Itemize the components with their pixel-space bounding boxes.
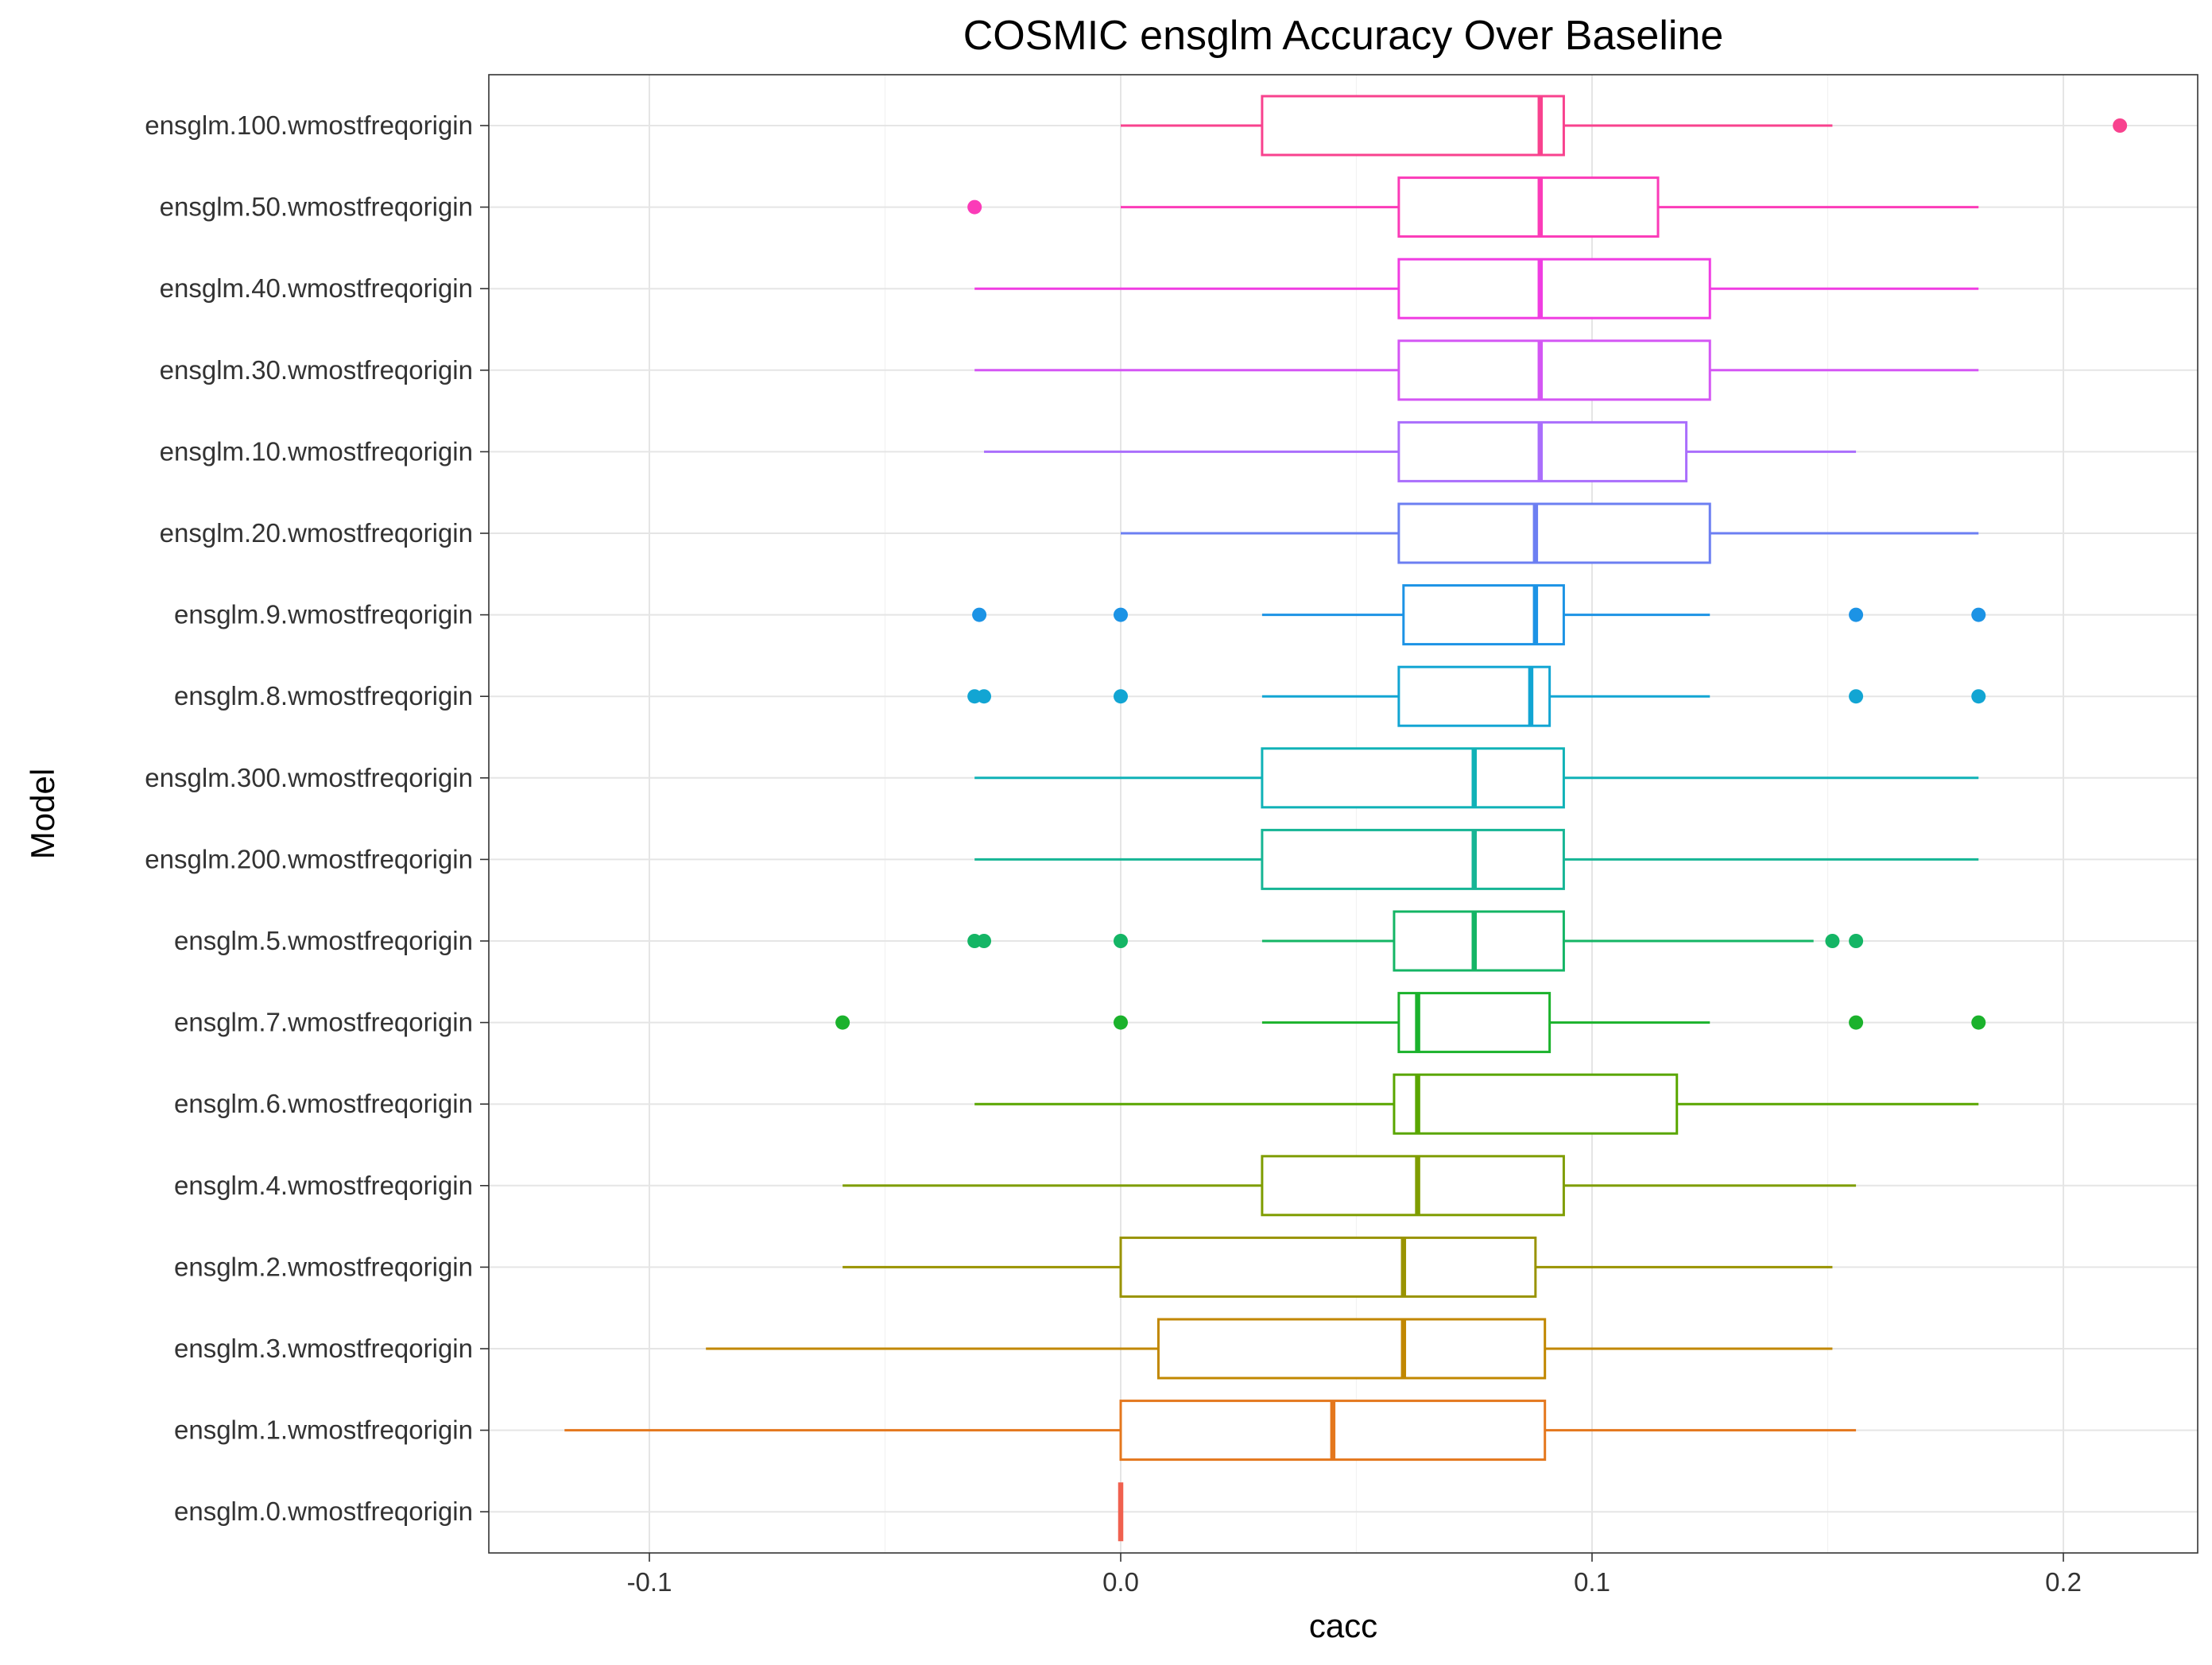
y-axis: ensglm.100.wmostfreqorigin ensglm.50.wmos… — [145, 110, 489, 1526]
box-ensglm.2.wmostfreqorigin — [843, 1236, 1833, 1298]
y-tick-label: ensglm.3.wmostfreqorigin — [174, 1334, 473, 1363]
y-tick-label: ensglm.6.wmostfreqorigin — [174, 1089, 473, 1118]
box-ensglm.40.wmostfreqorigin — [974, 257, 1979, 319]
outlier-point — [1971, 689, 1986, 704]
x-axis: -0.1 0.0 0.1 0.2 — [627, 1553, 2082, 1597]
outlier-point — [1971, 1015, 1986, 1030]
box-ensglm.200.wmostfreqorigin — [974, 828, 1979, 890]
iqr-box — [1397, 257, 1711, 319]
y-tick-label: ensglm.10.wmostfreqorigin — [160, 436, 473, 466]
outlier-point — [2113, 118, 2128, 133]
iqr-box — [1393, 910, 1565, 972]
iqr-box — [1397, 665, 1551, 727]
outlier-point — [1114, 934, 1128, 948]
outlier-point — [1114, 689, 1128, 704]
x-axis-title: cacc — [1309, 1607, 1377, 1644]
iqr-box — [1397, 502, 1711, 564]
outlier-point — [972, 607, 987, 622]
box-ensglm.20.wmostfreqorigin — [1121, 502, 1979, 564]
outlier-point — [977, 689, 992, 704]
y-tick-label: ensglm.50.wmostfreqorigin — [160, 192, 473, 222]
plot-panel-border — [488, 74, 2198, 1554]
outlier-point — [967, 199, 982, 215]
y-tick-label: ensglm.20.wmostfreqorigin — [160, 518, 473, 548]
outlier-point — [1849, 934, 1864, 948]
iqr-box — [1397, 992, 1551, 1054]
outlier-point — [1114, 607, 1128, 622]
x-tick-label: -0.1 — [627, 1567, 672, 1597]
iqr-box — [1397, 339, 1711, 401]
y-tick-label: ensglm.40.wmostfreqorigin — [160, 273, 473, 303]
outlier-point — [1825, 934, 1840, 948]
box-ensglm.50.wmostfreqorigin — [967, 176, 1979, 238]
outlier-point — [977, 934, 992, 948]
box-ensglm.5.wmostfreqorigin — [967, 910, 1864, 972]
box-ensglm.30.wmostfreqorigin — [974, 339, 1979, 401]
box-ensglm.3.wmostfreqorigin — [706, 1318, 1833, 1380]
x-tick-label: 0.0 — [1102, 1567, 1139, 1597]
iqr-box — [1156, 1318, 1547, 1380]
iqr-box — [1261, 95, 1565, 157]
y-tick-label: ensglm.30.wmostfreqorigin — [160, 355, 473, 385]
box-ensglm.8.wmostfreqorigin — [967, 665, 1986, 727]
y-tick-label: ensglm.5.wmostfreqorigin — [174, 926, 473, 955]
box-ensglm.100.wmostfreqorigin — [1121, 95, 2128, 157]
chart-title: COSMIC ensglm Accuracy Over Baseline — [963, 13, 1724, 59]
box-ensglm.300.wmostfreqorigin — [974, 747, 1979, 809]
y-tick-label: ensglm.2.wmostfreqorigin — [174, 1252, 473, 1281]
outlier-point — [1971, 607, 1986, 622]
outlier-point — [835, 1015, 850, 1030]
iqr-box — [1261, 1155, 1565, 1217]
box-ensglm.1.wmostfreqorigin — [564, 1400, 1857, 1462]
y-tick-label: ensglm.1.wmostfreqorigin — [174, 1415, 473, 1445]
box-ensglm.9.wmostfreqorigin — [972, 584, 1986, 646]
iqr-box — [1402, 584, 1565, 646]
iqr-box — [1393, 1073, 1679, 1135]
iqr-box — [1397, 176, 1660, 238]
x-tick-label: 0.1 — [1574, 1567, 1610, 1597]
outlier-point — [1114, 1015, 1128, 1030]
box-series — [564, 95, 2128, 1542]
plot-panel — [489, 75, 2198, 1553]
box-ensglm.10.wmostfreqorigin — [984, 420, 1857, 482]
iqr-box — [1119, 1236, 1537, 1298]
x-tick-label: 0.2 — [2045, 1567, 2082, 1597]
y-tick-label: ensglm.7.wmostfreqorigin — [174, 1008, 473, 1037]
y-tick-label: ensglm.8.wmostfreqorigin — [174, 681, 473, 711]
y-axis-title: Model — [24, 769, 61, 859]
outlier-point — [1849, 689, 1864, 704]
y-tick-label: ensglm.4.wmostfreqorigin — [174, 1171, 473, 1200]
iqr-box — [1261, 747, 1565, 809]
box-ensglm.7.wmostfreqorigin — [835, 992, 1986, 1054]
y-tick-label: ensglm.9.wmostfreqorigin — [174, 600, 473, 629]
box-ensglm.6.wmostfreqorigin — [974, 1073, 1979, 1135]
y-tick-label: ensglm.300.wmostfreqorigin — [145, 763, 473, 792]
outlier-point — [1849, 1015, 1864, 1030]
outlier-point — [1849, 607, 1864, 622]
iqr-box — [1261, 828, 1565, 890]
y-tick-label: ensglm.0.wmostfreqorigin — [174, 1497, 473, 1526]
y-tick-label: ensglm.200.wmostfreqorigin — [145, 844, 473, 873]
box-ensglm.4.wmostfreqorigin — [843, 1155, 1857, 1217]
y-tick-label: ensglm.100.wmostfreqorigin — [145, 110, 473, 140]
